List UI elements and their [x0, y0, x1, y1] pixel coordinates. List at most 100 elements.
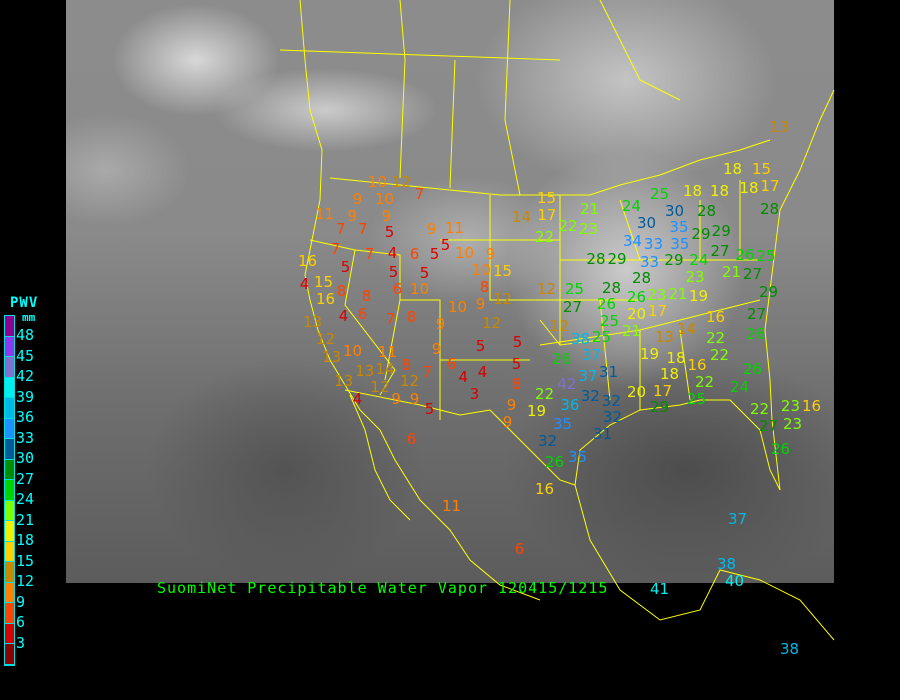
legend-tick-label: 21 — [16, 510, 35, 529]
station-pwv-value: 7 — [335, 220, 346, 238]
legend-tick-label: 48 — [16, 326, 35, 344]
station-pwv-value: 15 — [751, 160, 772, 178]
station-pwv-value: 36 — [560, 396, 580, 414]
station-pwv-value: 28 — [759, 200, 780, 218]
station-pwv-value: 6 — [409, 245, 420, 263]
legend-color-segment — [5, 541, 14, 562]
station-pwv-value: 21 — [668, 285, 688, 303]
station-pwv-value: 4 — [477, 363, 488, 381]
station-pwv-value: 41 — [649, 580, 670, 598]
legend-tick-label: 45 — [16, 346, 35, 365]
station-pwv-value: 23 — [647, 285, 667, 304]
station-pwv-value: 22 — [558, 217, 578, 235]
station-pwv-value: 26 — [735, 245, 755, 264]
station-pwv-value: 8 — [511, 375, 522, 393]
station-pwv-value: 32 — [580, 387, 600, 405]
station-pwv-value: 19 — [526, 402, 547, 420]
station-pwv-value: 27 — [758, 417, 779, 435]
station-pwv-value: 37 — [578, 367, 598, 385]
legend-title: PWV — [10, 295, 39, 311]
state-lines-east — [539, 180, 761, 410]
legend-color-segment — [5, 644, 14, 665]
station-pwv-value: 38 — [779, 640, 800, 658]
station-pwv-value: 26 — [742, 360, 763, 378]
station-pwv-value: 17 — [537, 205, 557, 224]
legend-color-segment — [5, 623, 14, 644]
station-pwv-value: 37 — [727, 510, 748, 528]
station-pwv-value: 11 — [444, 219, 465, 237]
station-pwv-value: 29 — [711, 222, 731, 240]
gulf-coastline — [574, 399, 781, 491]
state-lines-west — [309, 195, 640, 420]
mexico-coast — [574, 484, 835, 641]
station-pwv-value: 9 — [426, 220, 437, 238]
station-pwv-value: 22 — [705, 329, 726, 347]
station-pwv-value: 30 — [664, 201, 685, 220]
legend-tick-label: 36 — [16, 408, 35, 426]
station-pwv-value: 29 — [664, 251, 684, 270]
station-pwv-value: 13 — [302, 312, 323, 331]
station-pwv-value: 35 — [567, 448, 588, 466]
station-pwv-value: 10 — [447, 298, 468, 316]
station-pwv-value: 19 — [639, 344, 660, 363]
station-pwv-value: 9 — [347, 207, 357, 225]
legend-tick-label: 27 — [16, 469, 35, 488]
legend-unit: mm — [22, 311, 36, 324]
station-pwv-value: 22 — [709, 346, 730, 364]
station-pwv-value: 31 — [599, 362, 619, 381]
station-pwv-value: 8 — [401, 356, 412, 374]
station-pwv-value: 7 — [414, 185, 425, 203]
station-pwv-value: 12 — [549, 317, 570, 335]
station-pwv-value: 12 — [536, 280, 557, 298]
station-pwv-value: 17 — [652, 382, 673, 400]
station-pwv-value: 29 — [649, 398, 670, 416]
legend-color-segment — [5, 439, 14, 460]
legend-color-segment — [5, 500, 14, 521]
legend-color-segment — [5, 459, 14, 480]
station-pwv-value: 13 — [321, 348, 341, 366]
station-pwv-value: 19 — [689, 287, 709, 305]
station-pwv-value: 42 — [557, 375, 577, 393]
station-pwv-value: 26 — [770, 440, 791, 458]
station-pwv-value: 12 — [481, 314, 502, 332]
station-pwv-value: 18 — [666, 349, 686, 367]
station-pwv-value: 21 — [621, 321, 642, 340]
station-pwv-value: 26 — [551, 350, 572, 368]
station-pwv-value: 11 — [314, 205, 335, 223]
station-pwv-value: 20 — [626, 383, 647, 401]
station-pwv-value: 13 — [769, 118, 790, 136]
station-pwv-value: 21 — [721, 262, 741, 281]
station-pwv-value: 27 — [562, 298, 583, 316]
station-pwv-value: 10 — [454, 244, 475, 262]
station-pwv-value: 21 — [579, 200, 600, 218]
station-pwv-value: 4 — [387, 244, 398, 262]
station-pwv-value: 23 — [685, 267, 705, 286]
station-pwv-value: 35 — [669, 217, 689, 236]
station-pwv-value: 5 — [424, 400, 435, 418]
station-pwv-value: 5 — [511, 355, 522, 373]
station-pwv-value: 15 — [492, 261, 513, 280]
station-pwv-value: 25 — [592, 328, 612, 347]
station-pwv-value: 5 — [340, 258, 351, 276]
station-pwv-value: 4 — [458, 368, 469, 386]
station-pwv-value: 14 — [375, 360, 395, 378]
legend-color-segment — [5, 316, 14, 337]
legend-tick-label: 9 — [16, 592, 26, 611]
station-pwv-value: 27 — [743, 265, 763, 283]
station-pwv-value: 17 — [760, 177, 780, 195]
station-pwv-value: 26 — [626, 288, 647, 307]
station-pwv-value: 7 — [330, 240, 341, 258]
legend-color-segment — [5, 582, 14, 603]
station-pwv-value: 8 — [336, 282, 347, 300]
legend-color-segment — [5, 336, 14, 357]
legend-color-segment — [5, 521, 14, 542]
station-pwv-value: 8 — [361, 287, 372, 305]
station-pwv-value: 26 — [745, 325, 766, 343]
station-pwv-value: 4 — [338, 307, 349, 325]
station-pwv-value: 5 — [429, 245, 440, 263]
station-pwv-value: 25 — [649, 185, 670, 204]
baja-peninsula — [349, 394, 411, 521]
station-pwv-value: 14 — [511, 208, 532, 226]
station-pwv-value: 16 — [297, 252, 318, 270]
